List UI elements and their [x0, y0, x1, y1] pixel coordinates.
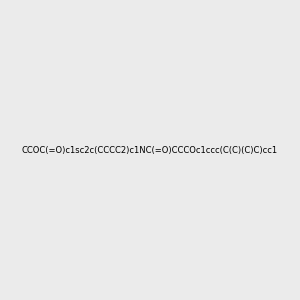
Text: CCOC(=O)c1sc2c(CCCC2)c1NC(=O)CCCOc1ccc(C(C)(C)C)cc1: CCOC(=O)c1sc2c(CCCC2)c1NC(=O)CCCOc1ccc(C… — [22, 146, 278, 154]
